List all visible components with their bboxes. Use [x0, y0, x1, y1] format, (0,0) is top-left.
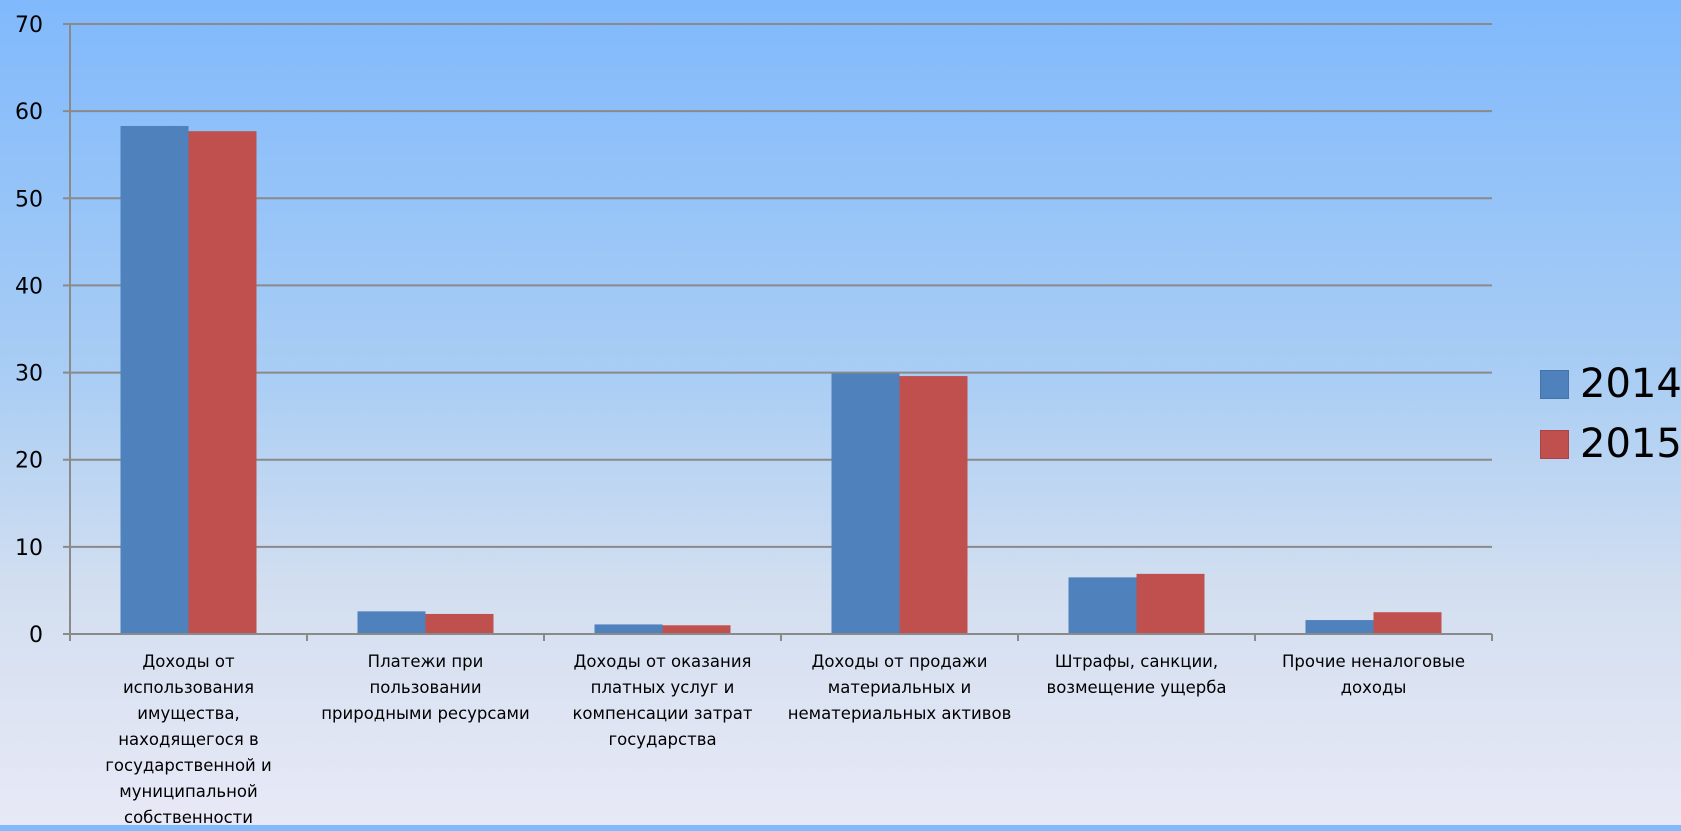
x-tick-label-line: государства: [608, 730, 717, 749]
bar-2015-5: [1136, 573, 1205, 634]
x-tick-label: Штрафы, санкции, возмещение ущерба: [1019, 649, 1255, 701]
y-tick-label: 50: [15, 187, 43, 212]
axes: [69, 24, 1493, 641]
y-tick-label: 20: [15, 449, 43, 474]
y-tick-label: 0: [29, 623, 43, 648]
x-tick-label-line: муниципальной: [119, 782, 258, 801]
x-tick-label-line: материальных и: [827, 678, 972, 697]
bar-2014-6: [1305, 620, 1374, 634]
bar-2014-1: [120, 125, 189, 634]
bar-2015-4: [899, 376, 968, 634]
bar-2014-2: [357, 611, 426, 634]
x-tick-label: Доходы от использования имущества, находяще…: [71, 649, 307, 831]
x-tick-label: Платежи при пользовании природными ресурса…: [308, 649, 544, 727]
x-tick-label-line: природными ресурсами: [321, 704, 530, 723]
legend-label-2014: 2014: [1580, 361, 1681, 407]
bars: [120, 125, 1442, 634]
bar-2015-1: [188, 131, 257, 634]
x-tick-label-line: использования: [122, 678, 255, 697]
y-tick-label: 10: [15, 536, 43, 561]
bar-2015-3: [662, 625, 731, 634]
bar-2014-4: [831, 373, 900, 634]
y-tick-label: 60: [15, 100, 43, 125]
x-tick-label: Доходы от оказания платных услуг и компенс…: [545, 649, 781, 753]
y-tick-label: 70: [15, 13, 43, 38]
legend-swatch-2014: [1540, 370, 1569, 399]
x-tick-label: Доходы от продажи материальных и нематериа…: [782, 649, 1018, 727]
x-tick-label-line: доходы: [1340, 678, 1407, 697]
x-tick-label-line: нематериальных активов: [787, 704, 1012, 723]
legend: 2014 2015: [1540, 360, 1681, 480]
x-tick-label-line: Штрафы, санкции,: [1054, 652, 1219, 671]
legend-swatch-2015: [1540, 430, 1569, 459]
legend-item-2014: 2014: [1540, 360, 1681, 420]
y-axis-ticks: 0 10 20 30 40 50 60 70: [15, 13, 70, 648]
gridlines: [70, 23, 1492, 548]
x-tick-label-line: собственности: [124, 808, 253, 827]
y-tick-label: 40: [15, 274, 43, 299]
bar-2014-3: [594, 624, 663, 634]
bar-2015-2: [425, 613, 494, 634]
x-tick-label-line: платных услуг и: [590, 678, 735, 697]
x-tick-label-line: пользовании: [369, 678, 482, 697]
x-tick-label: Прочие неналоговые доходы: [1256, 649, 1492, 701]
x-tick-label-line: Прочие неналоговые: [1282, 652, 1465, 671]
legend-item-2015: 2015: [1540, 420, 1681, 480]
x-tick-label-line: государственной и: [105, 756, 272, 775]
bar-2015-6: [1373, 612, 1442, 634]
x-tick-label-line: Доходы от продажи: [811, 652, 988, 671]
x-tick-label-line: имущества,: [137, 704, 240, 723]
bar-2014-5: [1068, 577, 1137, 634]
y-tick-label: 30: [15, 362, 43, 387]
x-tick-label-line: находящегося в: [118, 730, 259, 749]
x-tick-label-line: возмещение ущерба: [1046, 678, 1227, 697]
x-tick-label-line: компенсации затрат: [572, 704, 753, 723]
legend-label-2015: 2015: [1580, 421, 1681, 467]
x-tick-label-line: Платежи при: [367, 652, 484, 671]
x-tick-label-line: Доходы от оказания: [573, 652, 752, 671]
x-tick-label-line: Доходы от: [142, 652, 235, 671]
